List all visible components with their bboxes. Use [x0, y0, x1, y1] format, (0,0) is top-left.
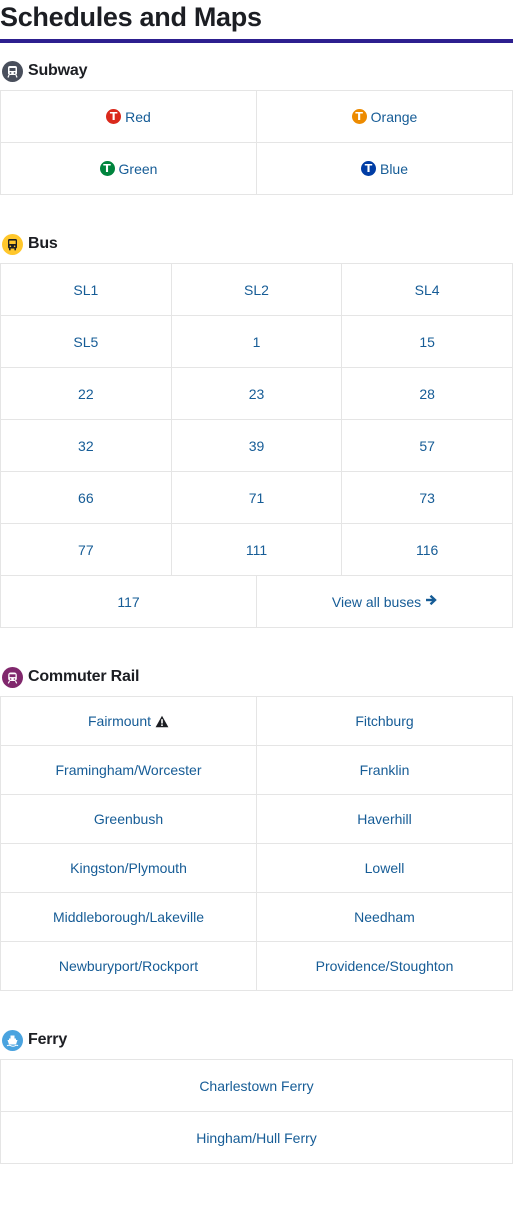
- ferry-grid: Charlestown Ferry Hingham/Hull Ferry: [0, 1059, 513, 1164]
- page-title: Schedules and Maps: [0, 2, 262, 32]
- commuter-rail-line[interactable]: Franklin: [257, 746, 513, 795]
- ferry-route[interactable]: Charlestown Ferry: [1, 1060, 513, 1112]
- bus-route[interactable]: 66: [1, 472, 172, 524]
- bus-route[interactable]: 32: [1, 420, 172, 472]
- bus-route[interactable]: SL1: [1, 264, 172, 316]
- ferry-icon: [2, 1029, 23, 1051]
- title-underline: [0, 39, 513, 43]
- bus-route[interactable]: 23: [171, 368, 343, 420]
- subway-section-title: Subway: [28, 62, 88, 79]
- bus-icon: [2, 233, 23, 255]
- commuter-rail-line[interactable]: Greenbush: [1, 795, 257, 844]
- subway-line-label: Orange: [370, 108, 418, 125]
- commuter-rail-line-label: Fairmount: [87, 713, 152, 729]
- bus-route[interactable]: SL5: [1, 316, 172, 368]
- bus-route[interactable]: 1: [171, 316, 343, 368]
- commuter-rail-line[interactable]: Newburyport/Rockport: [1, 942, 257, 991]
- alert-icon: [155, 715, 169, 728]
- commuter-rail-grid: Fairmount Fitchburg Framingham/Worcester…: [0, 696, 513, 991]
- bus-section-title: Bus: [28, 235, 58, 252]
- t-logo-icon: T: [351, 109, 367, 124]
- subway-line-label: Blue: [379, 160, 409, 177]
- t-logo-icon: T: [99, 161, 115, 176]
- subway-line-label: Red: [125, 108, 151, 125]
- commuter-rail-line[interactable]: Haverhill: [257, 795, 513, 844]
- commuter-rail-line[interactable]: Lowell: [257, 844, 513, 893]
- arrow-right-icon: [425, 594, 437, 609]
- ferry-route[interactable]: Hingham/Hull Ferry: [1, 1112, 513, 1164]
- train-icon: [2, 666, 23, 688]
- bus-route[interactable]: 117: [1, 576, 257, 628]
- commuter-rail-line[interactable]: Needham: [257, 893, 513, 942]
- subway-icon: [2, 60, 23, 82]
- commuter-rail-line[interactable]: Middleborough/Lakeville: [1, 893, 257, 942]
- subway-section-header: Subway: [2, 60, 87, 82]
- bus-route[interactable]: 15: [342, 316, 513, 368]
- commuter-rail-section-header: Commuter Rail: [2, 666, 139, 688]
- view-all-buses-label: View all buses: [331, 593, 422, 610]
- commuter-rail-line[interactable]: Providence/Stoughton: [257, 942, 513, 991]
- subway-line-orange[interactable]: T Orange: [257, 91, 513, 143]
- bus-section-header: Bus: [2, 233, 58, 255]
- bus-route[interactable]: SL2: [171, 264, 343, 316]
- bus-route[interactable]: 111: [171, 524, 343, 576]
- bus-route[interactable]: 73: [342, 472, 513, 524]
- subway-line-blue[interactable]: T Blue: [257, 143, 513, 195]
- bus-route[interactable]: 28: [342, 368, 513, 420]
- commuter-rail-line[interactable]: Fairmount: [1, 697, 257, 746]
- ferry-section-title: Ferry: [28, 1031, 68, 1048]
- t-logo-icon: T: [360, 161, 376, 176]
- commuter-rail-section-title: Commuter Rail: [28, 668, 140, 685]
- bus-route[interactable]: 116: [342, 524, 513, 576]
- commuter-rail-line[interactable]: Kingston/Plymouth: [1, 844, 257, 893]
- commuter-rail-line[interactable]: Framingham/Worcester: [1, 746, 257, 795]
- ferry-section-header: Ferry: [2, 1029, 67, 1051]
- t-logo-icon: T: [106, 109, 122, 124]
- view-all-buses-link[interactable]: View all buses: [257, 576, 513, 628]
- bus-route[interactable]: SL4: [342, 264, 513, 316]
- subway-line-red[interactable]: T Red: [1, 91, 257, 143]
- subway-line-green[interactable]: T Green: [1, 143, 257, 195]
- bus-route[interactable]: 57: [342, 420, 513, 472]
- subway-grid: T Red T Orange T Green T Blue: [0, 90, 513, 195]
- commuter-rail-line[interactable]: Fitchburg: [257, 697, 513, 746]
- bus-route[interactable]: 77: [1, 524, 172, 576]
- bus-route[interactable]: 22: [1, 368, 172, 420]
- bus-route[interactable]: 39: [171, 420, 343, 472]
- bus-grid: SL1 SL2 SL4 SL5 1 15 22 23 28 32 39 57 6…: [0, 263, 513, 628]
- bus-route[interactable]: 71: [171, 472, 343, 524]
- subway-line-label: Green: [118, 160, 158, 177]
